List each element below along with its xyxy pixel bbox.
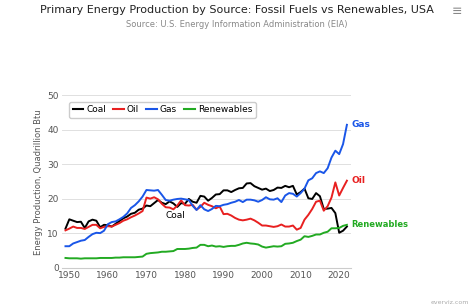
Text: Oil: Oil [351, 176, 365, 185]
Y-axis label: Energy Production, Quadrillion Btu: Energy Production, Quadrillion Btu [34, 109, 43, 254]
Text: ≡: ≡ [452, 5, 462, 18]
Text: Coal: Coal [166, 211, 186, 220]
Text: Renewables: Renewables [351, 220, 408, 229]
Text: Primary Energy Production by Source: Fossil Fuels vs Renewables, USA: Primary Energy Production by Source: Fos… [40, 5, 434, 14]
Text: everviz.com: everviz.com [431, 300, 469, 305]
Text: Gas: Gas [351, 120, 370, 129]
Legend: Coal, Oil, Gas, Renewables: Coal, Oil, Gas, Renewables [69, 102, 255, 118]
Text: Source: U.S. Energy Information Administration (EIA): Source: U.S. Energy Information Administ… [126, 20, 348, 29]
